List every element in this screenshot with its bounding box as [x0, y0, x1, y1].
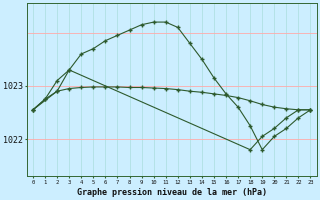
X-axis label: Graphe pression niveau de la mer (hPa): Graphe pression niveau de la mer (hPa)	[77, 188, 267, 197]
